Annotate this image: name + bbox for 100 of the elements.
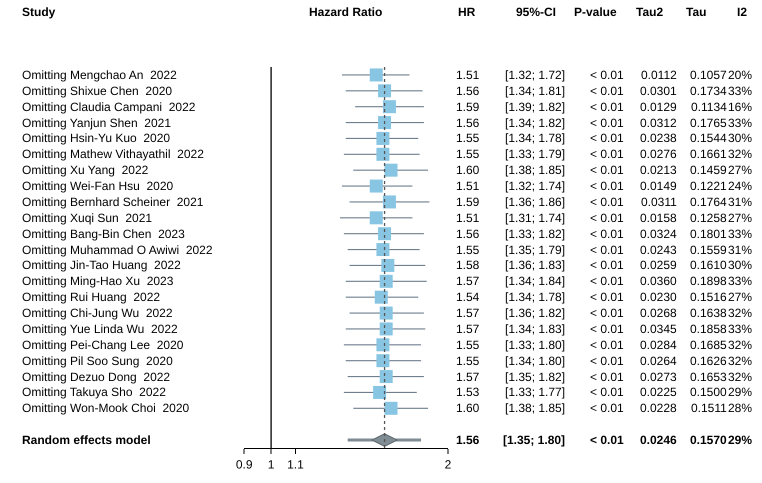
category-label: 28%: [728, 401, 752, 415]
category-label: 0.0230: [640, 290, 678, 304]
x-axis-title: Hazard Ratio: [309, 5, 382, 19]
category-label: 27%: [728, 290, 752, 304]
category-label: 0.1898: [690, 274, 728, 288]
point: [370, 211, 383, 224]
category-label: [1.34; 1.82]: [505, 116, 566, 130]
category-label: 0.0112: [641, 68, 678, 82]
category-label: 0.1511: [691, 401, 728, 415]
text: Tau: [686, 5, 706, 19]
text: 1.56: [456, 84, 480, 98]
category-label: 0.1057: [690, 68, 728, 82]
point: [376, 148, 390, 161]
y-tick-label: Omitting Yanjun Shen 2021: [22, 116, 172, 130]
category-label: 0.0312: [640, 116, 678, 130]
point: [378, 84, 392, 98]
y-tick-label: Omitting Pei-Chang Lee 2020: [22, 338, 184, 352]
y-tick-label: Omitting Chi-Jung Wu 2022: [22, 306, 173, 320]
text: 1.51: [456, 211, 480, 225]
y-tick-label: Omitting Hsin-Yu Kuo 2020: [22, 131, 170, 145]
category-label: [1.33; 1.80]: [505, 338, 566, 352]
category-label: [1.35; 1.82]: [505, 370, 566, 384]
category-label: 20%: [728, 68, 752, 82]
category-label: 0.0345: [640, 322, 678, 336]
category-label: 0.1764: [690, 195, 728, 209]
category-label: [1.36; 1.82]: [505, 306, 566, 320]
category-label: 0.1544: [690, 131, 728, 145]
category-label: < 0.01: [590, 179, 624, 193]
category-label: 16%: [728, 100, 752, 114]
text: 1.58: [456, 258, 480, 272]
category-label: 0.1858: [690, 322, 728, 336]
y-tick-label: Omitting Bernhard Scheiner 2021: [22, 195, 204, 209]
category-label: < 0.01: [590, 385, 624, 399]
text: 1.59: [456, 100, 480, 114]
category-label: 0.1801: [690, 227, 728, 241]
category-label: < 0.01: [590, 306, 624, 320]
category-label: 0.0213: [640, 163, 678, 177]
point: [380, 306, 393, 320]
category-label: [1.39; 1.82]: [505, 100, 566, 114]
text: 1.56: [456, 116, 480, 130]
category-label: < 0.01: [590, 84, 624, 98]
category-label: [1.35; 1.80]: [503, 433, 566, 447]
category-label: < 0.01: [590, 163, 624, 177]
category-label: [1.34; 1.78]: [505, 131, 566, 145]
category-label: 0.1638: [690, 306, 728, 320]
category-label: 0.1653: [690, 370, 728, 384]
category-label: [1.34; 1.84]: [505, 274, 566, 288]
x-tick-label: 2: [444, 457, 452, 472]
point: [370, 68, 383, 82]
category-label: 32%: [728, 338, 752, 352]
text: 1.57: [456, 274, 480, 288]
y-tick-label: Omitting Pil Soo Sung 2020: [22, 354, 174, 368]
point: [376, 354, 390, 368]
category-label: [1.34; 1.81]: [505, 84, 566, 98]
category-label: 27%: [728, 163, 752, 177]
category-label: 0.1570: [690, 433, 728, 447]
x-tick-label: 1: [268, 457, 275, 472]
category-label: 0.1221: [690, 179, 728, 193]
category-label: [1.33; 1.77]: [505, 385, 566, 399]
category-label: < 0.01: [590, 68, 624, 82]
category-label: [1.36; 1.83]: [505, 258, 566, 272]
category-label: 32%: [728, 354, 752, 368]
category-label: < 0.01: [590, 100, 624, 114]
category-label: 0.0324: [640, 227, 678, 241]
category-label: 0.0129: [640, 100, 678, 114]
y-tick-label: Omitting Shixue Chen 2020: [22, 84, 172, 98]
category-label: 0.0264: [640, 354, 678, 368]
category-label: [1.36; 1.86]: [505, 195, 566, 209]
category-label: [1.38; 1.85]: [505, 401, 566, 415]
point: [384, 402, 398, 415]
category-label: 0.1661: [690, 147, 728, 161]
category-label: < 0.01: [590, 147, 624, 161]
category-label: 0.1734: [690, 84, 728, 98]
category-label: < 0.01: [590, 227, 624, 241]
point: [376, 243, 390, 256]
category-label: 24%: [728, 179, 752, 193]
category-label: [1.34; 1.83]: [505, 322, 566, 336]
y-tick-label: Omitting Jin-Tao Huang 2022: [22, 258, 182, 272]
category-label: [1.35; 1.79]: [505, 243, 566, 257]
category-label: < 0.01: [590, 290, 624, 304]
text: 95%-CI: [516, 5, 556, 19]
y-tick-label: Omitting Yue Linda Wu 2022: [22, 322, 178, 336]
x-tick-label: 1.1: [287, 457, 304, 472]
category-label: 0.0311: [641, 195, 678, 209]
category-label: < 0.01: [590, 258, 624, 272]
text: I2: [737, 5, 748, 19]
category-label: < 0.01: [590, 338, 624, 352]
category-label: 0.0268: [640, 306, 678, 320]
y-tick-label: Omitting Claudia Campani 2022: [22, 100, 196, 114]
category-label: [1.32; 1.74]: [505, 179, 566, 193]
category-label: < 0.01: [590, 322, 624, 336]
category-label: 0.0243: [640, 243, 678, 257]
y-tick-label: Omitting Wei-Fan Hsu 2020: [22, 179, 174, 193]
category-label: 30%: [728, 131, 752, 145]
category-label: 0.0149: [640, 179, 678, 193]
category-label: 0.1610: [690, 258, 728, 272]
category-label: 0.1134: [691, 100, 728, 114]
point: [373, 386, 386, 399]
point: [381, 258, 394, 272]
category-label: 33%: [728, 227, 752, 241]
